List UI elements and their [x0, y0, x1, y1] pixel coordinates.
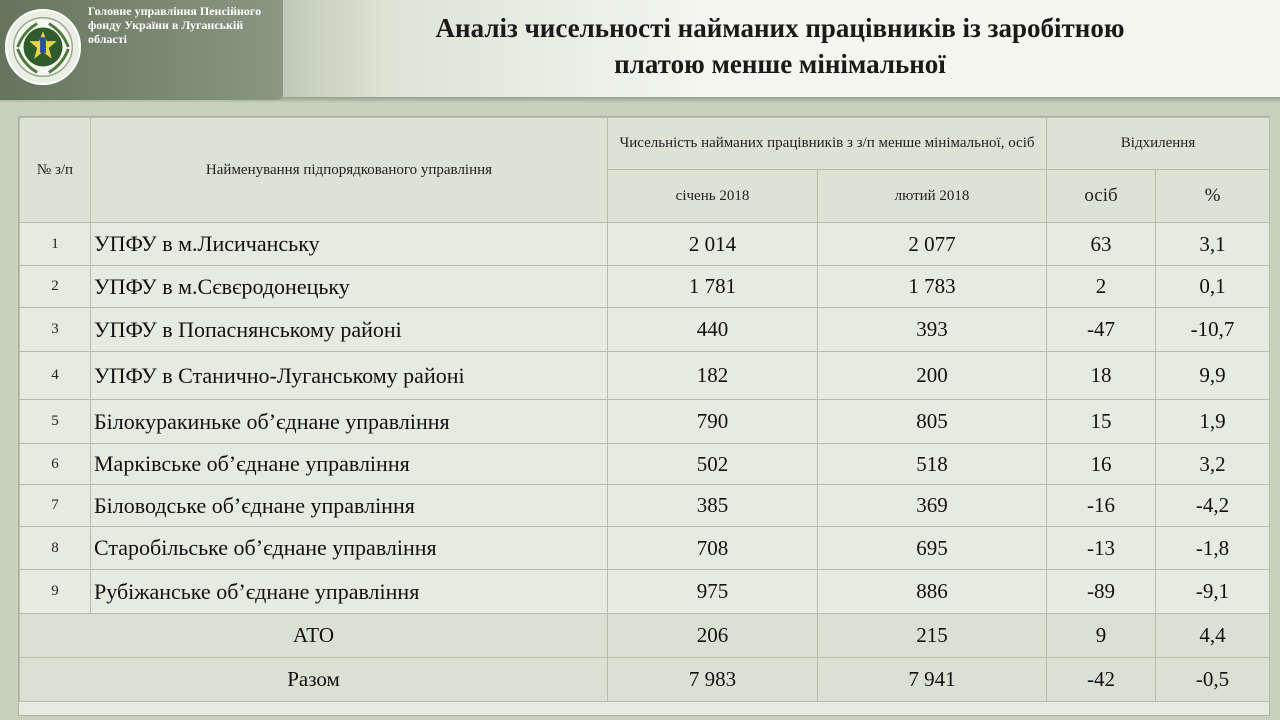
table-row: 9 Рубіжанське об’єднане управління 975 886-… [19, 569, 1271, 614]
row-feb: 805 [816, 399, 1048, 444]
row-pct: 3,1 [1155, 222, 1271, 266]
page-title-line2: платою менше мінімальної [614, 49, 946, 79]
table-row: 3 УПФУ в Попаснянському районі 440 393 -47 -1… [19, 307, 1271, 352]
header-count-group: Чисельність найманих працівників з з/п м… [606, 117, 1048, 170]
header-persons: осіб [1046, 169, 1157, 223]
row-num: 1 [19, 222, 91, 266]
row-pct: -10,7 [1155, 307, 1271, 352]
total-dev: -42 [1046, 657, 1157, 702]
row-pct: 9,9 [1155, 351, 1271, 400]
row-pct: -4,2 [1155, 484, 1271, 527]
org-name-line3: області [88, 32, 127, 46]
row-name: Рубіжанське об’єднане управління [90, 569, 608, 614]
row-dev: 18 [1046, 351, 1157, 400]
org-name-line2: фонду України в Луганській [88, 18, 244, 32]
row-num: 7 [19, 484, 91, 527]
row-feb: 393 [816, 307, 1048, 352]
table-row: 5 Білокуракиньке об’єднане управління 790 8… [19, 399, 1271, 444]
header-name: Найменування підпорядкованого управління [90, 117, 608, 223]
total-pct: -0,5 [1155, 657, 1271, 702]
total-feb: 7 941 [816, 657, 1048, 702]
row-feb: 518 [816, 443, 1048, 485]
total-label: Разом [19, 657, 608, 702]
row-dev: 16 [1046, 443, 1157, 485]
page-title-line1: Аналіз чисельності найманих працівників … [435, 13, 1125, 43]
row-pct: -9,1 [1155, 569, 1271, 614]
table-panel: № з/п Найменування підпорядкованого упра… [18, 116, 1271, 716]
table-row: 1 УПФУ в м.Лисичанську 2 014 2 077 63 3,1 [19, 222, 1271, 266]
header-jan: січень 2018 [607, 169, 818, 223]
row-jan: 385 [607, 484, 818, 527]
header-percent: % [1155, 169, 1271, 223]
row-num: 6 [19, 443, 91, 485]
row-pct: 1,9 [1155, 399, 1271, 444]
row-dev: 15 [1046, 399, 1157, 444]
row-name: УПФУ в Станично-Луганському районі [90, 351, 608, 400]
table-row-ato: АТО 206 215 9 4,4 [19, 613, 1271, 658]
org-name: Головне управління Пенсійного фонду Укра… [88, 4, 288, 46]
row-jan: 2 014 [607, 222, 818, 266]
row-name: УПФУ в м.Сєвєродонецьку [90, 265, 608, 308]
ato-feb: 215 [816, 613, 1048, 658]
row-jan: 975 [607, 569, 818, 614]
row-jan: 440 [607, 307, 818, 352]
row-name: Біловодське об’єднане управління [90, 484, 608, 527]
row-feb: 695 [816, 526, 1048, 570]
brand-badge: Головне управління Пенсійного фонду Укра… [0, 0, 283, 100]
table-row-total: Разом 7 983 7 941 -42 -0,5 [19, 657, 1271, 702]
row-jan: 790 [607, 399, 818, 444]
row-num: 2 [19, 265, 91, 308]
pension-fund-logo-icon [4, 8, 82, 86]
header-deviation-group: Відхилення [1046, 117, 1271, 170]
total-jan: 7 983 [607, 657, 818, 702]
row-feb: 369 [816, 484, 1048, 527]
row-name: Старобільське об’єднане управління [90, 526, 608, 570]
row-name: УПФУ в Попаснянському районі [90, 307, 608, 352]
row-dev: -89 [1046, 569, 1157, 614]
header-num: № з/п [19, 117, 91, 223]
row-num: 8 [19, 526, 91, 570]
table-row: 6 Марківське об’єднане управління 502 518 16… [19, 443, 1271, 485]
ato-pct: 4,4 [1155, 613, 1271, 658]
row-num: 5 [19, 399, 91, 444]
row-feb: 1 783 [816, 265, 1048, 308]
header-feb: лютий 2018 [816, 169, 1048, 223]
table-row: 7 Біловодське об’єднане управління 385 369-… [19, 484, 1271, 527]
row-pct: 3,2 [1155, 443, 1271, 485]
row-dev: 63 [1046, 222, 1157, 266]
page-title: Аналіз чисельності найманих працівників … [300, 10, 1260, 82]
ato-dev: 9 [1046, 613, 1157, 658]
ato-label: АТО [19, 613, 608, 658]
row-feb: 886 [816, 569, 1048, 614]
row-jan: 182 [607, 351, 818, 400]
row-dev: -47 [1046, 307, 1157, 352]
row-name: УПФУ в м.Лисичанську [90, 222, 608, 266]
table-row: 8 Старобільське об’єднане управління 708 69… [19, 526, 1271, 570]
ato-jan: 206 [607, 613, 818, 658]
row-pct: -1,8 [1155, 526, 1271, 570]
row-feb: 2 077 [816, 222, 1048, 266]
row-jan: 708 [607, 526, 818, 570]
org-name-line1: Головне управління Пенсійного [88, 4, 262, 18]
row-dev: -13 [1046, 526, 1157, 570]
table-row: 2 УПФУ в м.Сєвєродонецьку 1 781 1 783 2 0,1 [19, 265, 1271, 308]
row-num: 3 [19, 307, 91, 352]
row-dev: 2 [1046, 265, 1157, 308]
row-feb: 200 [816, 351, 1048, 400]
row-pct: 0,1 [1155, 265, 1271, 308]
row-num: 9 [19, 569, 91, 614]
row-num: 4 [19, 351, 91, 400]
row-name: Білокуракиньке об’єднане управління [90, 399, 608, 444]
row-name: Марківське об’єднане управління [90, 443, 608, 485]
row-jan: 502 [607, 443, 818, 485]
employees-table: № з/п Найменування підпорядкованого упра… [19, 117, 1271, 702]
table-row: 4 УПФУ в Станично-Луганському районі 182 20… [19, 351, 1271, 400]
row-jan: 1 781 [607, 265, 818, 308]
row-dev: -16 [1046, 484, 1157, 527]
